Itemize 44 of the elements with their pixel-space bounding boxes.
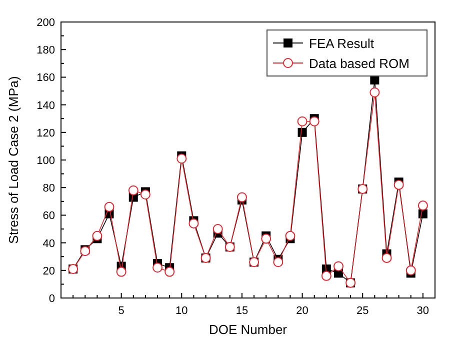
- legend-label: FEA Result: [309, 36, 374, 51]
- y-axis-title: Stress of Load Case 2 (MPa): [6, 76, 21, 244]
- y-tick-label: 40: [42, 238, 55, 250]
- point: [321, 270, 332, 281]
- point: [285, 230, 296, 241]
- x-tick-label: 10: [176, 305, 188, 317]
- point: [164, 266, 175, 277]
- y-tick-label: 160: [36, 72, 55, 84]
- point: [406, 265, 416, 276]
- point: [92, 230, 102, 241]
- point: [382, 252, 392, 263]
- y-tick-label: 140: [36, 100, 55, 112]
- x-axis-title: DOE Number: [208, 322, 288, 337]
- point: [104, 202, 114, 212]
- x-tick-label: 25: [356, 305, 369, 317]
- point: [116, 266, 126, 277]
- y-tick-label: 0: [48, 293, 55, 305]
- point: [152, 262, 163, 273]
- point: [333, 261, 344, 272]
- point: [370, 87, 380, 98]
- point: [176, 154, 187, 164]
- x-tick-label: 15: [236, 305, 248, 317]
- x-tick-label: 20: [296, 305, 308, 317]
- point: [128, 185, 138, 196]
- point: [140, 190, 150, 200]
- y-tick-label: 120: [36, 127, 55, 140]
- point: [188, 218, 199, 228]
- point: [394, 180, 404, 190]
- y-tick-label: 100: [36, 155, 55, 167]
- point: [273, 257, 284, 268]
- y-tick-label: 60: [42, 210, 55, 222]
- y-tick-label: 80: [42, 182, 55, 195]
- point: [309, 116, 320, 126]
- point: [298, 128, 307, 137]
- x-tick-label: 30: [416, 305, 430, 317]
- point: [212, 224, 223, 234]
- y-tick-label: 20: [42, 265, 55, 278]
- legend-label: Data based ROM: [309, 56, 410, 71]
- y-tick-label: 200: [36, 17, 55, 29]
- x-tick-label: 5: [118, 305, 124, 317]
- point: [297, 116, 308, 126]
- point: [236, 192, 247, 202]
- y-tick-label: 180: [36, 44, 55, 57]
- point: [261, 234, 272, 244]
